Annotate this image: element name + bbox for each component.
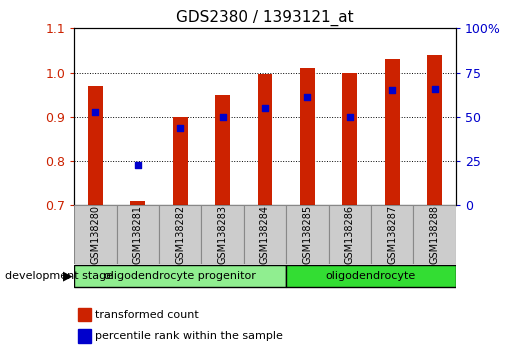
Text: GSM138284: GSM138284: [260, 205, 270, 264]
Point: [218, 114, 227, 120]
Point: [430, 86, 439, 92]
Point: [388, 87, 396, 93]
FancyBboxPatch shape: [371, 205, 413, 264]
Text: GSM138287: GSM138287: [387, 205, 397, 264]
FancyBboxPatch shape: [117, 205, 159, 264]
Text: transformed count: transformed count: [95, 310, 199, 320]
Bar: [258, 74, 272, 205]
Bar: [300, 68, 315, 205]
Bar: [385, 59, 400, 205]
Bar: [173, 117, 188, 205]
Bar: [78, 329, 91, 343]
Point: [91, 110, 100, 115]
Text: GSM138283: GSM138283: [218, 205, 227, 264]
Point: [346, 114, 354, 120]
FancyBboxPatch shape: [286, 205, 329, 264]
Bar: [427, 55, 442, 205]
FancyBboxPatch shape: [329, 205, 371, 264]
Text: GSM138286: GSM138286: [345, 205, 355, 264]
FancyBboxPatch shape: [74, 265, 286, 287]
Point: [134, 162, 142, 168]
Bar: [78, 308, 91, 321]
Bar: [88, 86, 103, 205]
Bar: [130, 201, 145, 205]
Bar: [342, 74, 357, 205]
FancyBboxPatch shape: [201, 205, 244, 264]
Text: GSM138288: GSM138288: [430, 205, 439, 264]
FancyBboxPatch shape: [159, 205, 201, 264]
FancyBboxPatch shape: [244, 205, 286, 264]
FancyBboxPatch shape: [286, 265, 456, 287]
Text: GSM138285: GSM138285: [303, 205, 312, 264]
Text: GSM138282: GSM138282: [175, 205, 185, 264]
Text: oligodendrocyte progenitor: oligodendrocyte progenitor: [104, 270, 256, 281]
Text: GSM138281: GSM138281: [133, 205, 143, 264]
Text: development stage: development stage: [5, 271, 113, 281]
Title: GDS2380 / 1393121_at: GDS2380 / 1393121_at: [176, 9, 354, 25]
FancyBboxPatch shape: [74, 205, 117, 264]
FancyBboxPatch shape: [413, 205, 456, 264]
Point: [261, 105, 269, 111]
Bar: [215, 95, 230, 205]
Point: [176, 125, 184, 131]
Text: percentile rank within the sample: percentile rank within the sample: [95, 331, 283, 341]
Text: oligodendrocyte: oligodendrocyte: [326, 270, 416, 281]
Point: [303, 94, 312, 100]
Text: GSM138280: GSM138280: [91, 205, 100, 264]
Text: ▶: ▶: [63, 270, 72, 282]
